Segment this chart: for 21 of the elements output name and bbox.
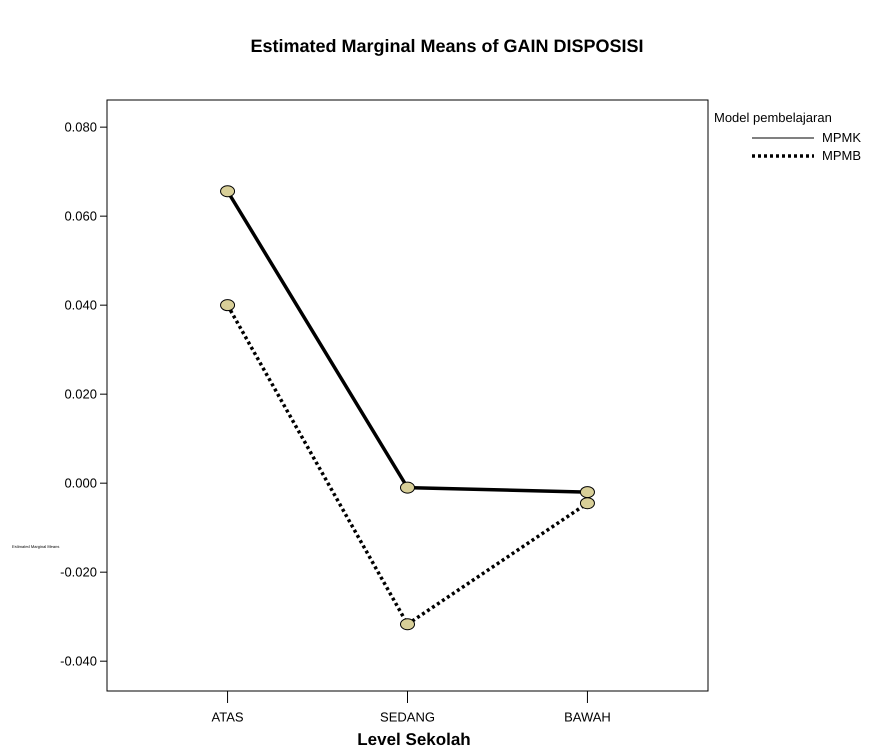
y-tick-label: 0.060: [64, 208, 97, 224]
y-tick-label: 0.020: [64, 386, 97, 402]
x-axis-title: Level Sekolah: [357, 730, 471, 749]
y-tick-label: 0.080: [64, 119, 97, 134]
point: [580, 486, 595, 498]
point: [400, 618, 415, 630]
point: [400, 482, 415, 494]
y-tick-label: 0.000: [64, 475, 97, 490]
legend-title: Model pembelajaran: [714, 110, 832, 125]
y-tick-label: 0.040: [64, 297, 97, 312]
y-tick-label: -0.020: [60, 564, 97, 580]
point: [220, 185, 236, 198]
legend-label: MPMB: [822, 148, 861, 163]
x-tick-label: BAWAH: [564, 710, 611, 725]
point: [220, 299, 236, 312]
x-tick-label: SEDANG: [380, 710, 435, 725]
x-tick-label: ATAS: [212, 710, 244, 725]
point: [580, 497, 595, 510]
chart-title: Estimated Marginal Means of GAIN DISPOSISI: [250, 36, 644, 56]
legend-label: MPMK: [822, 130, 862, 145]
y-tick-label: -0.040: [60, 653, 97, 668]
